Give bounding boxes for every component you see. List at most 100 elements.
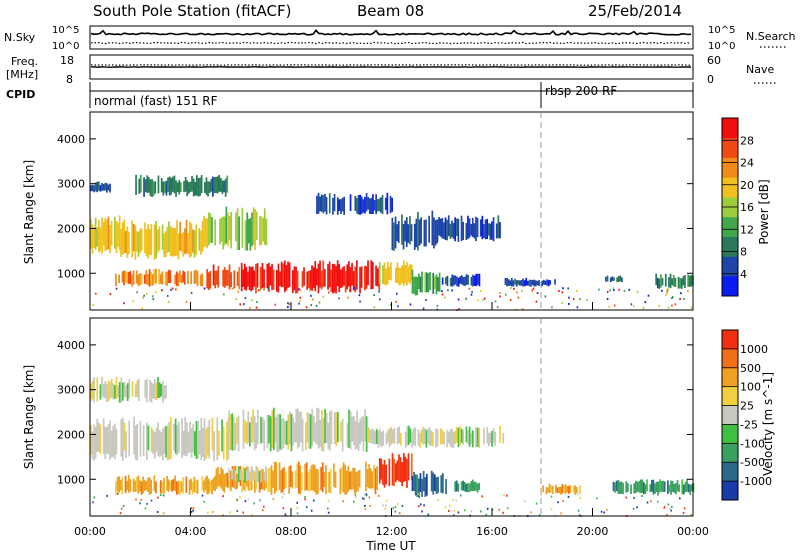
range-gate-cell — [483, 428, 485, 445]
range-gate-cell — [484, 219, 487, 240]
scatter-speck — [157, 496, 159, 499]
range-gate-cell — [371, 471, 374, 488]
range-gate-cell — [96, 377, 99, 402]
range-gate-cell — [625, 481, 628, 493]
range-gate-cell — [322, 195, 325, 214]
beam-label: Beam 08 — [357, 2, 424, 20]
nave-tick-bottom-right: 0 — [707, 73, 714, 86]
scatter-speck — [145, 292, 148, 295]
range-gate-cell — [224, 178, 227, 197]
scatter-speck — [633, 305, 635, 308]
range-gate-cell — [251, 212, 253, 247]
scatter-speck — [423, 504, 425, 507]
scatter-speck — [211, 511, 214, 513]
range-gate-cell — [231, 468, 234, 480]
range-gate-cell — [391, 217, 394, 251]
scatter-speck — [544, 295, 547, 298]
range-gate-cell — [376, 268, 379, 287]
range-gate-cell — [279, 414, 282, 450]
scatter-speck — [606, 297, 609, 300]
scatter-speck — [327, 499, 330, 502]
range-gate-cell — [175, 481, 178, 495]
scatter-speck — [244, 500, 247, 503]
range-gate-cell — [127, 272, 130, 284]
range-gate-cell — [369, 430, 372, 443]
range-gate-cell — [413, 223, 416, 250]
scatter-speck — [382, 504, 384, 507]
velocity-y-axis: 1000 2000 3000 4000 — [57, 339, 693, 486]
scatter-speck — [310, 509, 313, 512]
range-gate-cell — [676, 480, 679, 492]
range-gate-cell — [148, 229, 151, 255]
range-gate-cell — [275, 462, 278, 492]
range-gate-cell — [152, 430, 155, 455]
range-gate-cell — [215, 468, 218, 489]
range-gate-cell — [161, 481, 164, 494]
scatter-speck — [480, 290, 482, 292]
range-gate-cell — [406, 426, 409, 446]
range-gate-cell — [394, 463, 397, 483]
range-gate-cell — [385, 432, 388, 445]
scatter-speck — [513, 287, 515, 290]
range-gate-cell — [294, 470, 297, 489]
range-gate-cell — [353, 468, 356, 495]
range-gate-cell — [341, 466, 343, 492]
range-gate-cell — [424, 272, 427, 293]
range-gate-cell — [265, 218, 268, 246]
range-gate-cell — [149, 380, 151, 402]
scatter-speck — [436, 305, 439, 307]
range-gate-cell — [251, 266, 254, 290]
range-gate-cell — [154, 181, 157, 194]
range-gate-cell — [621, 277, 623, 283]
range-gate-cell — [249, 472, 251, 491]
range-gate-cell — [564, 484, 567, 494]
range-gate-cell — [367, 197, 369, 210]
range-gate-cell — [538, 280, 540, 286]
range-gate-cell — [470, 276, 473, 286]
range-gate-cell — [138, 178, 141, 194]
range-gate-cell — [238, 267, 240, 290]
range-gate-cell — [214, 219, 216, 246]
range-gate-cell — [307, 471, 310, 492]
range-gate-cell — [181, 418, 183, 459]
y-tick-label: 2000 — [57, 428, 85, 441]
range-gate-cell — [249, 218, 252, 251]
scatter-speck — [120, 507, 123, 510]
data-region — [135, 174, 229, 197]
range-gate-cell — [254, 472, 256, 493]
range-gate-cell — [112, 426, 115, 457]
scatter-speck — [506, 507, 509, 510]
range-gate-cell — [419, 473, 422, 492]
range-gate-cell — [122, 417, 124, 462]
range-gate-cell — [150, 479, 152, 494]
date-label: 25/Feb/2014 — [588, 2, 682, 20]
scatter-speck — [577, 509, 580, 512]
range-gate-cell — [261, 263, 264, 289]
scatter-speck — [679, 297, 681, 300]
range-gate-cell — [192, 229, 194, 253]
range-gate-cell — [519, 280, 521, 286]
scatter-speck — [359, 300, 361, 303]
range-gate-cell — [460, 215, 463, 241]
y-tick-label: 1000 — [57, 267, 85, 280]
range-gate-cell — [136, 380, 139, 398]
range-gate-cell — [203, 418, 206, 462]
velocity-colorbar-label: Velocity [m s^-1] — [761, 372, 775, 476]
range-gate-cell — [266, 415, 269, 449]
range-gate-cell — [378, 198, 381, 212]
range-gate-cell — [507, 279, 510, 286]
range-gate-cell — [182, 270, 184, 283]
scatter-speck — [568, 303, 570, 305]
range-gate-cell — [333, 263, 336, 293]
range-gate-cell — [639, 479, 642, 494]
scatter-speck — [558, 289, 560, 292]
range-gate-cell — [690, 274, 693, 287]
range-gate-cell — [256, 263, 259, 288]
range-gate-cell — [182, 477, 184, 494]
colorbar-swatch — [722, 256, 738, 277]
range-gate-cell — [166, 226, 169, 253]
range-gate-cell — [166, 475, 168, 491]
range-gate-cell — [652, 479, 655, 495]
range-gate-cell — [393, 458, 395, 486]
range-gate-cell — [418, 478, 420, 497]
